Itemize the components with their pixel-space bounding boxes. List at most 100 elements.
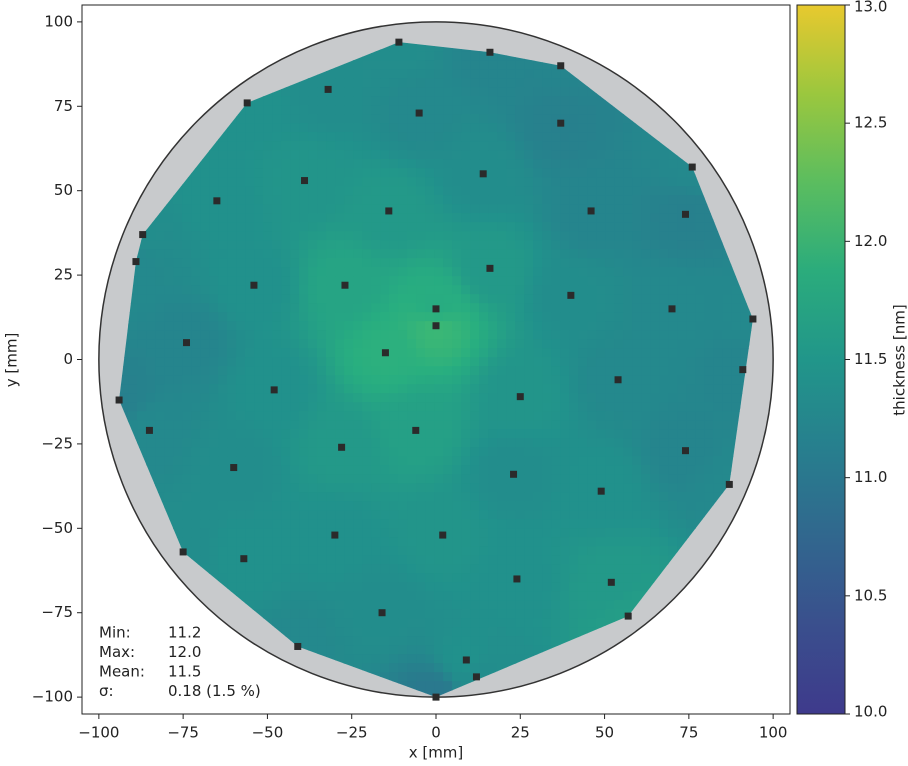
map-cell [560,186,570,196]
map-cell [290,141,300,151]
map-cell [398,87,408,97]
map-cell [659,312,669,322]
map-cell [335,528,345,538]
map-cell [407,168,417,178]
map-cell [551,249,561,259]
map-cell [533,294,543,304]
map-cell [344,114,354,124]
map-cell [182,600,192,610]
map-cell [227,339,237,349]
map-cell [668,249,678,259]
map-cell [605,573,615,583]
map-cell [155,222,165,232]
map-cell [254,474,264,484]
map-cell [461,330,471,340]
map-cell [443,132,453,142]
map-cell [416,96,426,106]
map-cell [407,249,417,259]
map-cell [137,285,147,295]
map-cell [263,366,273,376]
map-cell [506,159,516,169]
map-cell [209,555,219,565]
map-cell [380,267,390,277]
map-cell [173,609,183,619]
map-cell [524,690,534,698]
map-cell [560,393,570,403]
map-cell [488,501,498,511]
map-cell [209,627,219,637]
map-cell [200,69,210,79]
map-cell [551,213,561,223]
map-cell [587,537,597,547]
map-cell [614,168,624,178]
map-cell [650,312,660,322]
map-cell [569,474,579,484]
map-cell [686,456,696,466]
map-cell [542,456,552,466]
map-cell [200,186,210,196]
map-cell [434,393,444,403]
map-cell [533,96,543,106]
map-cell [479,618,489,628]
map-cell [605,528,615,538]
map-cell [380,285,390,295]
map-cell [497,213,507,223]
map-cell [272,267,282,277]
map-cell [254,600,264,610]
map-cell [659,438,669,448]
map-cell [551,366,561,376]
map-cell [695,663,705,673]
map-cell [155,654,165,664]
map-cell [695,636,705,646]
map-cell [479,384,489,394]
map-cell [551,582,561,592]
map-cell [290,114,300,124]
map-cell [668,393,678,403]
map-cell [137,96,147,106]
map-cell [443,609,453,619]
map-cell [416,249,426,259]
map-cell [533,159,543,169]
map-cell [344,150,354,160]
map-cell [407,51,417,61]
map-cell [533,429,543,439]
map-cell [353,177,363,187]
map-cell [659,186,669,196]
map-cell [722,366,732,376]
map-cell [677,285,687,295]
map-cell [353,618,363,628]
map-cell [614,285,624,295]
map-cell [245,330,255,340]
map-cell [128,123,138,133]
map-cell [146,321,156,331]
map-cell [182,609,192,619]
map-cell [371,150,381,160]
map-cell [623,222,633,232]
map-cell [668,339,678,349]
map-cell [605,672,615,682]
map-cell [596,231,606,241]
map-cell [317,627,327,637]
map-cell [425,582,435,592]
map-cell [137,438,147,448]
map-cell [227,564,237,574]
map-cell [371,492,381,502]
map-cell [353,96,363,106]
map-cell [470,267,480,277]
map-cell [344,465,354,475]
map-cell [425,312,435,322]
map-cell [497,618,507,628]
map-cell [443,51,453,61]
map-cell [344,564,354,574]
map-cell [425,357,435,367]
map-cell [317,141,327,151]
map-cell [299,303,309,313]
map-cell [281,609,291,619]
map-cell [200,240,210,250]
map-cell [416,636,426,646]
map-cell [236,528,246,538]
map-cell [218,447,228,457]
map-cell [389,429,399,439]
map-cell [542,321,552,331]
map-cell [209,456,219,466]
